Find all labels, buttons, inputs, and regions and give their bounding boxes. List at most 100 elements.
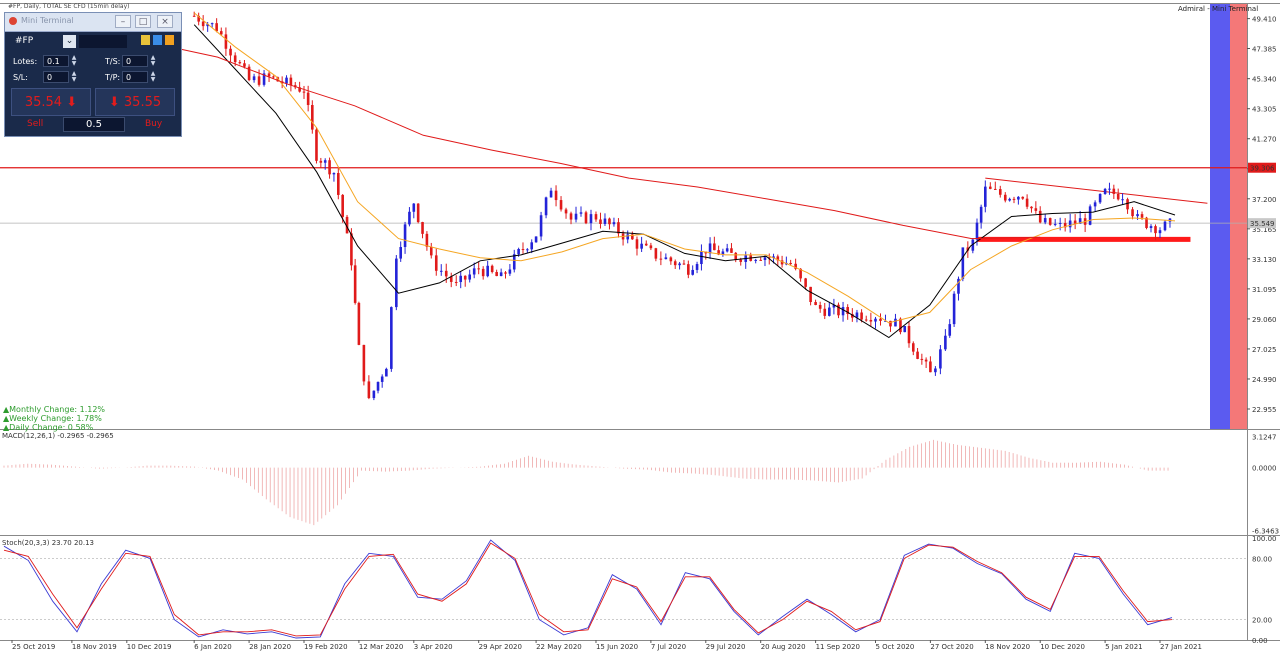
buy-price-box[interactable]: ⬇ 35.55	[95, 88, 175, 116]
price-tick-label: 49.410	[1252, 16, 1277, 24]
lots-stepper[interactable]: ▲ ▼	[71, 54, 77, 67]
moving-average-line	[193, 12, 1176, 324]
info-icon[interactable]	[165, 35, 174, 45]
tp-input[interactable]: 0	[122, 71, 148, 83]
candle-body	[512, 254, 516, 270]
date-tick-label: 6 Jan 2020	[194, 643, 232, 651]
ts-stepper[interactable]: ▲ ▼	[150, 54, 156, 67]
candle-body	[1136, 214, 1139, 217]
price-tick-label: 35.165	[1252, 226, 1277, 234]
candle-body	[206, 24, 209, 27]
symbol-field[interactable]: #FP	[12, 35, 70, 49]
candle-body	[429, 246, 433, 256]
candle-body	[939, 349, 942, 369]
sl-input[interactable]: 0	[43, 71, 69, 83]
candle-body	[988, 186, 992, 189]
broker-label: Admiral - Mini Terminal	[1178, 5, 1259, 13]
candle-body	[357, 302, 361, 345]
candle-body	[691, 269, 694, 275]
minimize-button[interactable]: –	[115, 15, 131, 28]
candle-body	[971, 239, 975, 251]
candle-body	[215, 23, 218, 32]
candle-body	[526, 249, 529, 251]
candle-body	[468, 274, 472, 280]
candle-body	[238, 62, 242, 64]
candle-body	[534, 236, 538, 243]
date-tick-label: 29 Jul 2020	[706, 643, 746, 651]
candle-body	[233, 55, 237, 63]
candle-body	[579, 212, 583, 214]
daily-change: ▲Daily Change: 0.58%	[3, 423, 94, 432]
candle-body	[421, 222, 424, 234]
current-price-label: 35.549	[1250, 220, 1275, 228]
tp-stepper[interactable]: ▲ ▼	[150, 70, 156, 83]
candle-body	[920, 358, 924, 360]
candle-body	[1116, 194, 1120, 200]
candle-body	[1121, 199, 1124, 201]
candle-body	[654, 248, 658, 259]
candle-body	[879, 318, 882, 321]
candle-body	[385, 368, 388, 377]
price-tick-label: 45.340	[1252, 76, 1277, 84]
candle-body	[289, 77, 293, 86]
candle-body	[403, 224, 407, 248]
sell-price-box[interactable]: 35.54 ⬇	[11, 88, 91, 116]
candle-body	[767, 257, 771, 259]
gear-icon[interactable]	[153, 35, 162, 45]
candle-body	[1025, 198, 1029, 207]
candle-body	[439, 270, 443, 272]
candle-body	[444, 270, 448, 277]
resistance-price-label: 39.306	[1250, 165, 1275, 173]
change-summary: ▲Monthly Change: 1.12% ▲Weekly Change: 1…	[3, 405, 105, 432]
macd-tick-label: 0.0000	[1252, 465, 1277, 473]
ts-input[interactable]: 0	[122, 55, 148, 67]
candle-body	[916, 351, 919, 359]
sl-stepper[interactable]: ▲ ▼	[71, 70, 77, 83]
candle-body	[1158, 230, 1162, 234]
candle-body	[367, 381, 371, 399]
candle-body	[477, 268, 480, 270]
candle-body	[412, 203, 416, 212]
candle-body	[1108, 188, 1111, 190]
price-tick-label: 29.060	[1252, 316, 1277, 324]
date-tick-label: 22 May 2020	[536, 643, 582, 651]
candle-body	[1017, 196, 1020, 200]
candle-body	[739, 259, 743, 262]
candle-body	[612, 222, 616, 225]
support-zone	[977, 236, 1191, 242]
candle-body	[1048, 218, 1052, 225]
candle-body	[841, 307, 845, 316]
lots-center-input[interactable]: 0.5	[63, 117, 125, 132]
price-tick-label: 41.270	[1252, 136, 1277, 144]
candle-body	[708, 243, 712, 254]
candle-body	[993, 188, 997, 190]
candle-body	[559, 200, 563, 210]
trendline	[985, 177, 1208, 204]
candle-body	[1112, 188, 1116, 195]
maximize-button[interactable]: □	[135, 15, 151, 28]
stoch-line	[3, 542, 1173, 637]
candle-body	[884, 320, 887, 322]
candle-body	[589, 214, 593, 224]
candle-body	[626, 234, 630, 240]
candle-body	[1088, 206, 1092, 225]
buy-button[interactable]: Buy	[145, 119, 163, 129]
close-button[interactable]: ×	[157, 15, 173, 28]
lots-input[interactable]: 0.1	[43, 55, 69, 67]
weekly-change: ▲Weekly Change: 1.78%	[3, 414, 102, 423]
lock-icon[interactable]	[141, 35, 150, 45]
mini-terminal-titlebar[interactable]: Mini Terminal – □ ×	[5, 13, 181, 32]
candle-body	[434, 255, 438, 271]
mini-terminal-panel[interactable]: Mini Terminal – □ × #FP ⌄ Lotes: 0.1 ▲ ▼ …	[4, 12, 182, 137]
candle-body	[984, 186, 987, 207]
candle-body	[197, 15, 200, 22]
candle-body	[1140, 214, 1144, 218]
candle-body	[911, 343, 915, 352]
symbol-info: #FP, Daily, TOTAL SE CFD (15min delay)	[8, 3, 130, 10]
macd-tick-label: -6.3463	[1252, 528, 1279, 536]
date-tick-label: 5 Jan 2021	[1105, 643, 1143, 651]
chevron-down-icon[interactable]: ⌄	[63, 35, 76, 48]
symbol-dropdown-field[interactable]	[79, 35, 127, 48]
candle-body	[380, 376, 384, 382]
sell-button[interactable]: Sell	[27, 119, 44, 129]
